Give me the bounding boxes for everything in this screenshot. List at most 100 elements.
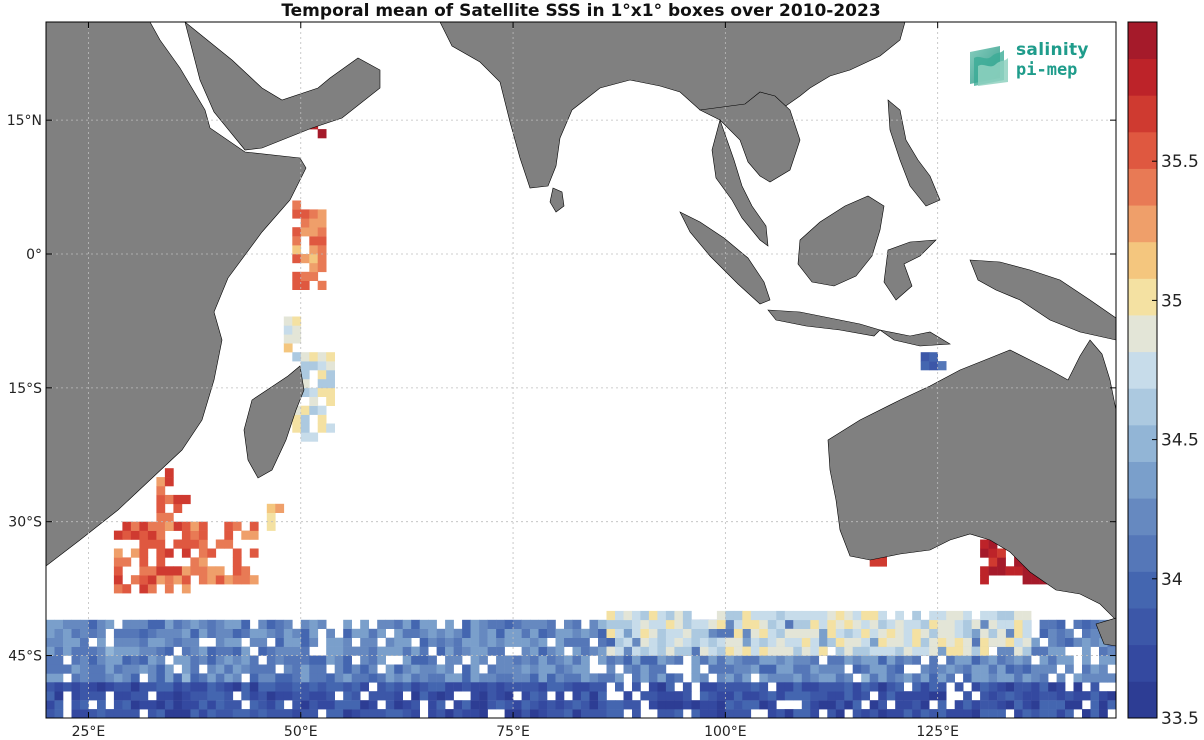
sss-cell (63, 646, 72, 656)
sss-cell (462, 619, 471, 629)
sss-cell (674, 637, 684, 647)
sss-cell (113, 664, 123, 674)
sss-cell (351, 664, 361, 674)
sss-cell (147, 619, 157, 629)
sss-cell (954, 664, 964, 674)
sss-cell (835, 709, 845, 718)
sss-cell (1048, 628, 1057, 638)
sss-cell (122, 530, 132, 540)
sss-cell (954, 709, 964, 718)
sss-cell (487, 691, 497, 701)
sss-cell (869, 628, 879, 638)
sss-cell (581, 709, 590, 718)
sss-cell (385, 691, 395, 701)
sss-cell (156, 548, 166, 558)
sss-cell (292, 209, 302, 219)
sss-cell (113, 682, 123, 692)
sss-cell (895, 700, 904, 710)
sss-cell (929, 619, 938, 629)
sss-cell (445, 682, 454, 692)
sss-cell (360, 619, 369, 629)
sss-cell (428, 619, 437, 629)
sss-cell (725, 691, 735, 701)
colorbar-frame (1127, 21, 1158, 719)
sss-cell (513, 682, 522, 692)
sss-cell (249, 521, 259, 531)
sss-cell (742, 619, 752, 629)
sss-cell (674, 655, 684, 665)
plot-frame (45, 21, 1117, 719)
sss-cell (521, 700, 531, 710)
sss-cell (903, 637, 913, 647)
sss-cell (181, 584, 191, 594)
sss-cell (878, 709, 887, 718)
sss-cell (648, 610, 658, 621)
sss-cell (113, 575, 123, 585)
sss-cell (275, 700, 285, 710)
sss-cell (963, 673, 972, 683)
sss-cell (530, 682, 539, 692)
sss-cell (598, 619, 607, 629)
sss-cell (470, 637, 480, 647)
sss-cell (835, 628, 845, 638)
sss-cell (869, 673, 879, 683)
sss-cell (198, 673, 208, 683)
sss-cell (581, 646, 590, 656)
sss-cell (878, 673, 887, 683)
sss-cell (190, 539, 200, 549)
sss-cell (309, 673, 319, 683)
sss-cell (504, 655, 514, 665)
sss-cell (929, 610, 938, 621)
sss-cell (275, 646, 285, 656)
sss-cell (640, 637, 650, 647)
sss-cell (419, 691, 429, 701)
sss-cell (1022, 566, 1032, 576)
sss-cell (351, 691, 361, 701)
sss-cell (835, 646, 845, 656)
sss-cell (470, 700, 480, 710)
sss-cell (232, 664, 242, 674)
sss-cell (326, 423, 335, 433)
sss-cell (181, 566, 191, 576)
sss-cell (1031, 700, 1040, 710)
sss-cell (657, 619, 667, 629)
sss-cell (436, 700, 446, 710)
sss-cell (538, 646, 548, 656)
sss-cell (1039, 700, 1049, 710)
sss-cell (139, 619, 149, 629)
sss-cell (394, 691, 403, 701)
sss-cell (784, 646, 794, 656)
sss-cell (997, 709, 1006, 718)
sss-cell (980, 664, 989, 674)
sss-cell (46, 646, 55, 656)
sss-cell (266, 503, 276, 513)
sss-cell (733, 700, 743, 710)
sss-cell (632, 610, 641, 621)
sss-cell (54, 646, 64, 656)
sss-cell (606, 673, 616, 683)
sss-cell (428, 673, 437, 683)
sss-cell (147, 566, 157, 576)
sss-cell (1022, 700, 1032, 710)
sss-cell (963, 664, 972, 674)
sss-cell (835, 700, 845, 710)
sss-cell (173, 637, 183, 647)
sss-cell (1039, 664, 1049, 674)
sss-cell (411, 700, 420, 710)
sss-cell (309, 709, 319, 718)
sss-cell (920, 700, 930, 710)
sss-cell (929, 637, 938, 647)
sss-cell (80, 682, 89, 692)
sss-cell (657, 673, 667, 683)
colorbar-swatch (1128, 95, 1157, 133)
sss-cell (80, 619, 89, 629)
sss-cell (258, 682, 268, 692)
sss-cell (326, 673, 335, 683)
sss-cell (1014, 673, 1023, 683)
sss-cell (810, 709, 820, 718)
sss-cell (1005, 566, 1015, 576)
sss-cell (810, 673, 820, 683)
sss-cell (895, 646, 904, 656)
sss-cell (164, 494, 174, 505)
